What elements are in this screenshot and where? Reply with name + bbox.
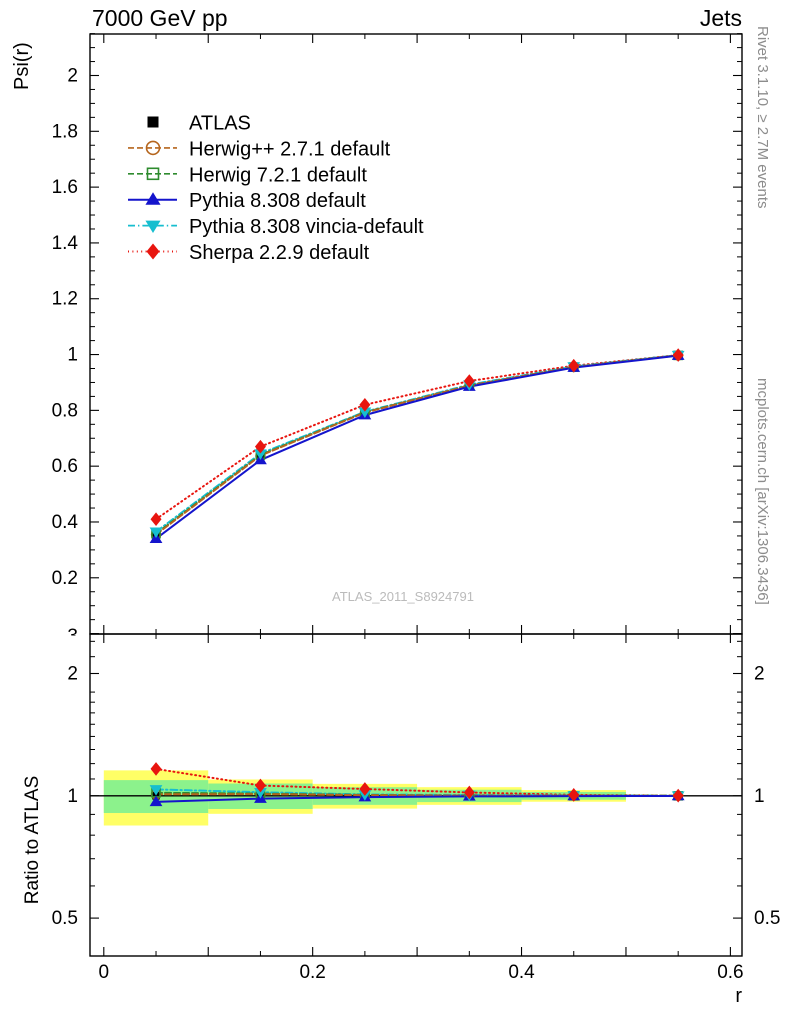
svg-text:0.2: 0.2 <box>52 568 78 589</box>
svg-text:1.8: 1.8 <box>52 121 78 142</box>
svg-text:0: 0 <box>99 962 110 983</box>
svg-text:mcplots.cern.ch [arXiv:1306.34: mcplots.cern.ch [arXiv:1306.3436] <box>754 378 771 605</box>
svg-text:Psi(r): Psi(r) <box>11 42 33 90</box>
svg-text:0.5: 0.5 <box>754 908 780 929</box>
svg-text:1.6: 1.6 <box>52 177 78 198</box>
svg-text:Pythia 8.308 vincia-default: Pythia 8.308 vincia-default <box>189 216 424 238</box>
svg-text:Herwig 7.2.1 default: Herwig 7.2.1 default <box>189 164 367 186</box>
svg-text:Ratio to ATLAS: Ratio to ATLAS <box>22 776 43 905</box>
svg-text:2: 2 <box>754 664 765 685</box>
svg-text:Jets: Jets <box>700 5 742 31</box>
svg-text:1: 1 <box>754 786 765 807</box>
svg-text:0.5: 0.5 <box>52 908 78 929</box>
svg-text:0.4: 0.4 <box>52 512 79 533</box>
svg-text:Sherpa 2.2.9 default: Sherpa 2.2.9 default <box>189 242 370 264</box>
svg-text:0.6: 0.6 <box>52 456 78 477</box>
svg-text:Herwig++ 2.7.1 default: Herwig++ 2.7.1 default <box>189 138 391 160</box>
svg-text:0.6: 0.6 <box>717 962 743 983</box>
svg-text:0.4: 0.4 <box>508 962 535 983</box>
svg-text:0.8: 0.8 <box>52 400 78 421</box>
svg-text:1: 1 <box>67 345 78 366</box>
svg-text:1.2: 1.2 <box>52 289 78 310</box>
svg-text:ATLAS_2011_S8924791: ATLAS_2011_S8924791 <box>332 589 474 604</box>
svg-text:7000 GeV pp: 7000 GeV pp <box>92 5 228 31</box>
svg-text:1.4: 1.4 <box>52 233 79 254</box>
svg-text:2: 2 <box>67 664 78 685</box>
svg-text:Pythia 8.308 default: Pythia 8.308 default <box>189 190 366 212</box>
svg-text:r: r <box>735 985 742 1007</box>
svg-text:2: 2 <box>67 66 78 87</box>
svg-text:ATLAS: ATLAS <box>189 113 251 135</box>
svg-text:Rivet 3.1.10, ≥ 2.7M events: Rivet 3.1.10, ≥ 2.7M events <box>754 26 771 209</box>
svg-text:1: 1 <box>67 786 78 807</box>
svg-text:0.2: 0.2 <box>299 962 325 983</box>
